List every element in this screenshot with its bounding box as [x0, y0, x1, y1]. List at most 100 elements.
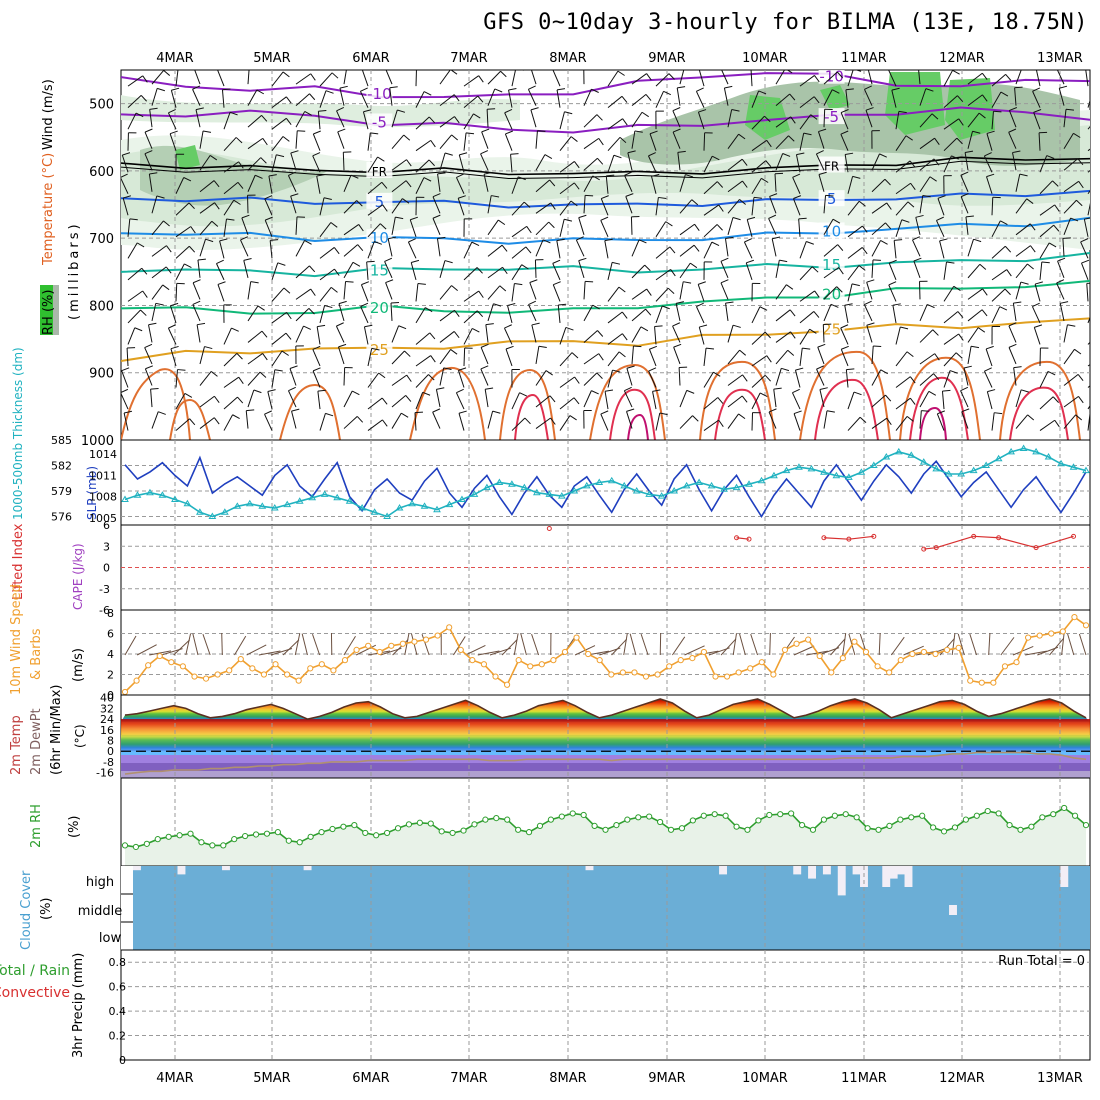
barb-shaft	[319, 247, 335, 259]
barb-shaft	[240, 239, 249, 257]
barb-shaft	[918, 70, 921, 85]
barb-flag	[1092, 198, 1100, 200]
thickness-line-point	[483, 483, 491, 491]
barb-shaft	[121, 370, 129, 388]
barb-shaft	[895, 201, 909, 216]
barb-flag	[1020, 281, 1029, 285]
barb-flag	[162, 284, 170, 291]
barb-flag	[141, 267, 148, 275]
barb-flag	[596, 372, 603, 379]
wind10-line-point	[1071, 614, 1078, 621]
barb-flag	[793, 195, 802, 199]
barb-flag	[309, 93, 316, 101]
barb-flag	[739, 349, 747, 356]
barb-shaft	[343, 244, 358, 257]
barb-shaft	[123, 412, 129, 431]
barb-shaft	[1087, 125, 1090, 130]
barb-shaft	[919, 195, 924, 214]
isotherm-line	[121, 252, 1090, 278]
precip-total-label: Total / Rain	[0, 963, 70, 979]
barb-flag	[432, 214, 441, 219]
barb-flag	[809, 328, 817, 334]
barb-shaft	[391, 412, 402, 429]
wind10-barb	[282, 639, 300, 656]
barb-shaft	[480, 368, 489, 386]
barb-flag	[649, 130, 658, 135]
barb-shaft	[799, 114, 812, 130]
barb-shaft	[871, 240, 881, 257]
barb-shaft	[892, 305, 897, 324]
barb-flag	[713, 371, 721, 377]
cloud-high-gap	[222, 866, 230, 871]
barb-shaft	[720, 261, 729, 279]
minmax-label: (6hr Min/Max)	[49, 685, 64, 775]
barb-flag	[171, 87, 180, 91]
barb-flag	[932, 329, 939, 336]
barb-shaft	[1039, 224, 1055, 238]
barb-shaft	[823, 304, 832, 322]
barb-shaft	[486, 109, 489, 128]
barb-flag	[832, 218, 841, 224]
barb-shaft	[799, 348, 803, 367]
rh-line-point	[635, 814, 642, 821]
rh-line-point	[198, 839, 205, 846]
barb-flag	[361, 281, 370, 286]
thickness-line-point	[1032, 447, 1040, 455]
barb-flag	[578, 214, 587, 219]
barb-flag	[846, 368, 855, 371]
barb-flag	[1060, 301, 1069, 304]
wind10-line-point	[631, 669, 638, 676]
barb-flag	[864, 85, 872, 90]
rh-line-point	[252, 831, 260, 838]
barb-shaft	[844, 154, 849, 173]
barb-shaft	[1034, 283, 1041, 302]
barb-shaft	[437, 173, 441, 192]
barb-flag	[604, 389, 614, 392]
barb-flag	[565, 326, 574, 331]
rh-line-point	[591, 822, 598, 830]
barb-flag	[569, 415, 577, 421]
barb-shaft	[391, 134, 405, 150]
thickness-line-point	[520, 483, 529, 491]
barb-flag	[764, 331, 771, 339]
barb-shaft	[888, 284, 897, 302]
barb-shaft	[967, 309, 983, 322]
barb-shaft	[720, 282, 729, 300]
barb-flag	[370, 132, 379, 135]
barb-shaft	[316, 326, 321, 345]
barb-flag	[450, 70, 458, 75]
barb-shaft	[751, 139, 767, 152]
barb-shaft	[866, 325, 873, 343]
barb-flag	[1081, 259, 1090, 264]
barb-shaft	[937, 198, 945, 216]
barb-shaft	[936, 220, 945, 238]
rh-line-point	[307, 833, 314, 840]
barb-shaft	[967, 263, 981, 279]
dew2m-label: 2m DewPt	[29, 708, 44, 775]
rh-line-point	[569, 810, 576, 817]
barb-flag	[933, 373, 940, 380]
barb-shaft	[1031, 306, 1041, 324]
bottom-date-label: 7MAR	[450, 1071, 487, 1086]
barb-shaft	[439, 116, 455, 128]
wind10-line-point	[260, 671, 268, 678]
barb-flag	[308, 308, 315, 315]
barb-shaft	[175, 263, 185, 281]
wind10-line-point	[457, 646, 464, 654]
barb-flag	[972, 130, 981, 134]
barb-shaft	[745, 262, 753, 281]
barb-flag	[170, 345, 179, 350]
barb-flag	[918, 65, 926, 66]
barb-shaft	[791, 392, 801, 410]
barb-shaft	[703, 155, 713, 173]
barb-shaft	[295, 240, 305, 257]
isotherm-label-bg	[818, 156, 845, 173]
barb-shaft	[384, 261, 393, 279]
barb-shaft	[967, 112, 980, 128]
rh-line-point	[427, 820, 434, 827]
wind10-line-point	[446, 624, 453, 631]
thickness-line-point	[932, 464, 941, 472]
barb-flag	[148, 322, 157, 326]
barb-shaft	[799, 75, 815, 87]
barb-flag	[144, 128, 153, 133]
